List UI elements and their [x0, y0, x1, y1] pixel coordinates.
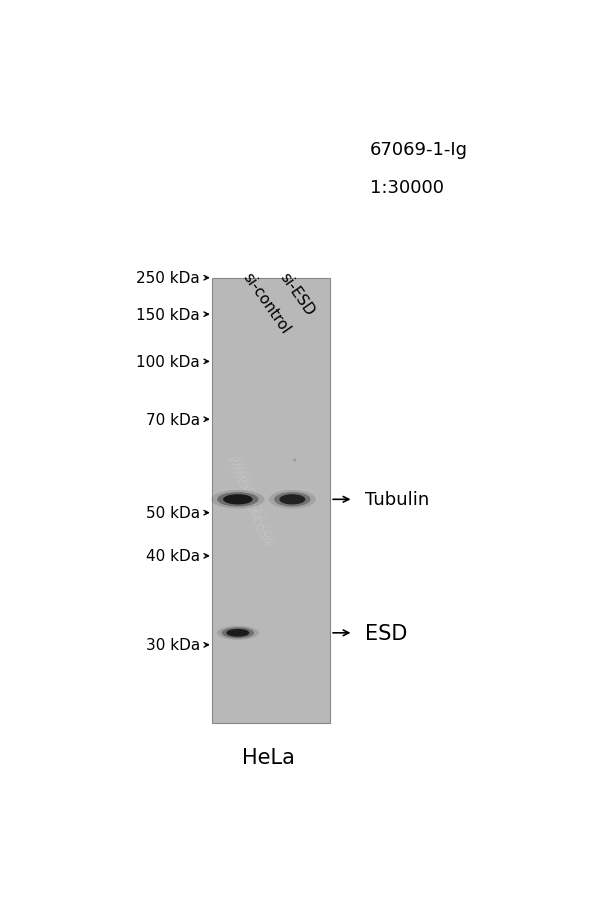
Text: 70 kDa: 70 kDa [146, 412, 200, 428]
Text: WWW.PTGCAA.COM: WWW.PTGCAA.COM [231, 455, 276, 547]
Ellipse shape [279, 494, 305, 505]
Text: 150 kDa: 150 kDa [137, 308, 200, 322]
Text: Tubulin: Tubulin [365, 491, 429, 509]
Ellipse shape [217, 492, 259, 507]
Ellipse shape [211, 491, 265, 509]
Text: 1:30000: 1:30000 [370, 179, 444, 198]
Ellipse shape [222, 628, 254, 639]
Text: si-ESD: si-ESD [277, 270, 317, 318]
Ellipse shape [269, 491, 316, 509]
Ellipse shape [293, 459, 297, 463]
Ellipse shape [223, 494, 253, 505]
Ellipse shape [217, 626, 259, 640]
Text: 100 kDa: 100 kDa [137, 354, 200, 370]
Ellipse shape [274, 492, 310, 507]
Text: 67069-1-Ig: 67069-1-Ig [370, 141, 468, 159]
Text: 40 kDa: 40 kDa [146, 548, 200, 564]
Text: 250 kDa: 250 kDa [137, 271, 200, 286]
Ellipse shape [226, 630, 249, 637]
Text: 50 kDa: 50 kDa [146, 506, 200, 520]
Text: si-control: si-control [240, 270, 293, 336]
Text: ESD: ESD [365, 623, 407, 643]
Text: 30 kDa: 30 kDa [146, 638, 200, 653]
Bar [212, 279, 330, 723]
Text: WWW.PTGCAA.COM: WWW.PTGCAA.COM [225, 455, 270, 547]
Text: HeLa: HeLa [243, 748, 295, 768]
